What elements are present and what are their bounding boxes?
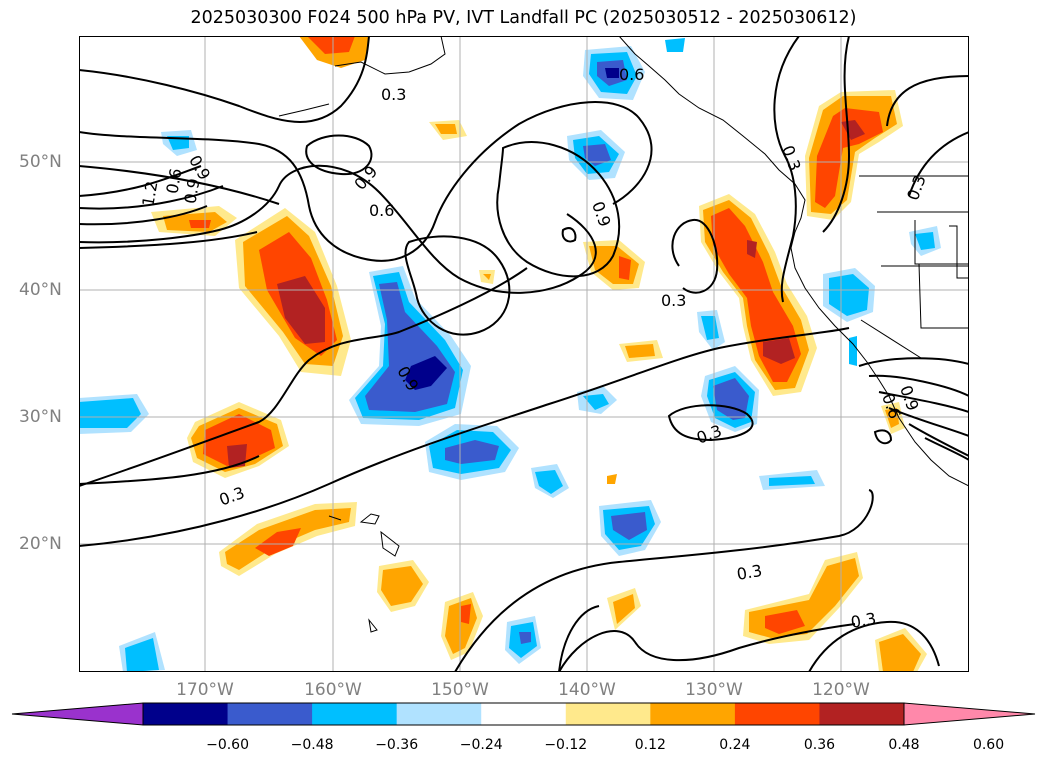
colorbar-cell (650, 703, 736, 725)
lon-label: 140°W (558, 680, 616, 700)
colorbar-extend-low (12, 703, 143, 725)
map-svg: 0.3 0.9 0.6 1.2 0.9 0.6 0.9 0.9 0.6 0.3 … (79, 36, 969, 672)
colorbar-tick-label: 0.36 (803, 737, 836, 753)
contour-label: 0.6 (619, 65, 644, 84)
colorbar-tick-label: 0.48 (888, 737, 920, 753)
lat-label: 50°N (19, 152, 62, 172)
lon-label: 160°W (304, 680, 362, 700)
colorbar-tick-label: 0.24 (719, 737, 751, 753)
contour-label: 0.6 (162, 167, 185, 195)
shaded-fields (79, 36, 941, 672)
colorbar-tick-label: −0.12 (544, 737, 588, 753)
colorbar-tick-label: −0.24 (459, 737, 503, 753)
colorbar-tick-label: −0.60 (206, 737, 249, 753)
contour-label: 0.3 (381, 85, 406, 104)
lat-label: 30°N (19, 407, 62, 427)
plot-title: 2025030300 F024 500 hPa PV, IVT Landfall… (190, 8, 857, 28)
lon-label: 170°W (176, 680, 234, 700)
colorbar-cell (565, 703, 651, 725)
colorbar-cell (227, 703, 313, 725)
contour-label: 1.2 (138, 180, 161, 208)
colorbar-cell (312, 703, 398, 725)
contour-label: 0.6 (369, 201, 394, 220)
lat-label: 20°N (19, 534, 62, 554)
graticule (79, 36, 969, 672)
contour-label: 0.3 (661, 291, 686, 310)
contour-label: 0.3 (778, 143, 805, 173)
contour-label: 0.9 (180, 177, 203, 205)
contour-label: 0.3 (735, 561, 763, 584)
map-panel: 0.3 0.9 0.6 1.2 0.9 0.6 0.9 0.9 0.6 0.3 … (79, 36, 969, 672)
contour-label: 0.3 (849, 609, 877, 632)
contour-label: 0.9 (588, 199, 615, 229)
colorbar-cell (819, 703, 905, 725)
contour-label: 0.3 (903, 172, 930, 202)
contour-label: 0.3 (217, 483, 247, 510)
lon-label: 130°W (685, 680, 743, 700)
lon-label: 150°W (431, 680, 489, 700)
colorbar-cell (143, 703, 229, 725)
colorbar-cell (481, 703, 567, 725)
colorbar-tick-label: 0.12 (634, 737, 666, 753)
lon-label: 120°W (812, 680, 870, 700)
colorbar-cells (12, 703, 1035, 725)
colorbar-tick-label: −0.48 (290, 737, 334, 753)
lat-label: 40°N (19, 280, 62, 300)
colorbar-cell (734, 703, 820, 725)
colorbar-cell (396, 703, 482, 725)
colorbar-tick-label: −0.36 (375, 737, 419, 753)
colorbar-extend-high (904, 703, 1035, 725)
colorbar (11, 702, 1036, 726)
pv-contours (79, 36, 969, 672)
colorbar-tick-label: 0.60 (972, 737, 1005, 753)
